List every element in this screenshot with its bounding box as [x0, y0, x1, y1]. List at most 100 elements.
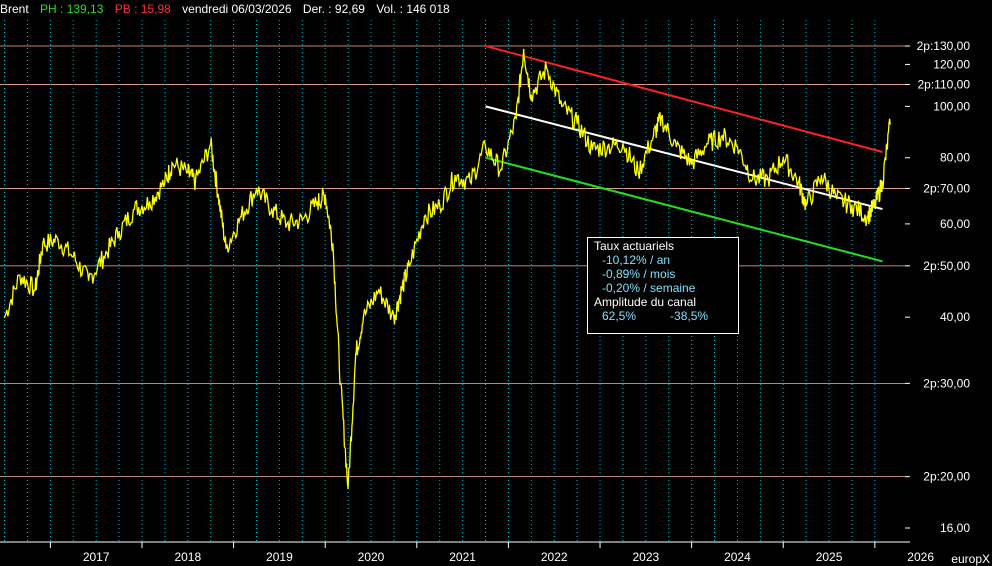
low-price: PB : 15,98 [114, 2, 171, 16]
price-point [324, 194, 327, 196]
price-point [103, 256, 105, 258]
price-point [706, 142, 708, 145]
price-point [851, 204, 853, 207]
price-point [171, 162, 174, 165]
legend-amplitude-title: Amplitude du canal [594, 295, 697, 309]
price-point [675, 145, 678, 148]
x-tick-label: 2026 [907, 550, 934, 564]
instrument-name: Brent [0, 2, 29, 16]
x-tick-label: 2017 [83, 550, 110, 564]
channel-middle-line [485, 105, 883, 211]
price-point [889, 123, 891, 125]
price-point [637, 171, 639, 174]
price-point [736, 145, 739, 148]
price-point [3, 316, 6, 318]
price-point [820, 174, 823, 177]
x-tick-label: 2019 [266, 550, 293, 564]
channel-bottom-line [485, 156, 883, 263]
y-tick-label: 2p:110,00 [918, 77, 971, 91]
price-point [767, 177, 769, 180]
y-tick-label: 120,00 [933, 57, 970, 71]
price-point [484, 145, 487, 148]
last-price: Der. : 92,69 [302, 2, 365, 16]
price-point [225, 247, 227, 249]
price-point [194, 181, 197, 183]
y-tick-label: 2p:30,00 [923, 376, 970, 390]
price-point [19, 274, 21, 277]
y-tick-label: 16,00 [940, 521, 970, 535]
y-tick-label: 2p:50,00 [923, 259, 970, 273]
y-tick-label: 2p:70,00 [923, 181, 970, 195]
price-line [3, 49, 891, 489]
price-point [133, 208, 136, 210]
price-point [522, 48, 525, 51]
y-tick-label: 2p:20,00 [923, 470, 970, 484]
x-tick-label: 2024 [724, 550, 751, 564]
price-point [408, 265, 410, 267]
price-point [530, 94, 533, 96]
price-point [286, 223, 288, 225]
price-point [782, 156, 785, 159]
price-point [499, 168, 502, 171]
price-point [469, 181, 472, 183]
price-point [866, 215, 869, 218]
price-point [377, 289, 380, 291]
legend-rate-month: -0,89% / mois [602, 267, 676, 281]
channel-legend: Taux actuariels -10,12% / an -0,89% / mo… [587, 237, 739, 334]
price-point [339, 382, 342, 385]
price-point [301, 219, 304, 221]
price-point [423, 215, 426, 218]
price-point [186, 171, 189, 174]
legend-rate-year: -10,12% / an [602, 253, 671, 267]
price-point [87, 279, 90, 281]
price-point [576, 122, 578, 124]
price-point [118, 230, 120, 233]
legend-rate-week: -0,20% / semaine [602, 281, 696, 295]
legend-amp-down: -38,5% [670, 309, 709, 323]
price-point [690, 162, 693, 165]
price-point [561, 105, 563, 108]
price-point [438, 204, 441, 207]
y-tick-label: 100,00 [933, 99, 970, 113]
price-point [34, 289, 36, 291]
price-point [270, 208, 273, 210]
high-price: PH : 139,13 [40, 2, 104, 16]
price-point [41, 243, 44, 245]
legend-title: Taux actuariels [594, 239, 675, 253]
price-point [622, 142, 624, 145]
price-point [515, 117, 517, 119]
price-point [874, 204, 876, 207]
price-point [255, 187, 258, 190]
price-point [347, 487, 349, 490]
y-tick-label: 40,00 [940, 310, 970, 324]
price-point [57, 238, 59, 241]
price-point [881, 181, 884, 183]
price-point [545, 67, 548, 70]
price-point [332, 243, 334, 245]
x-tick-label: 2021 [449, 550, 476, 564]
price-point [240, 215, 243, 218]
x-tick-label: 2023 [632, 550, 659, 564]
price-point [606, 145, 609, 148]
x-tick-label: 2018 [174, 550, 201, 564]
channel-top-line [485, 45, 883, 153]
price-point [591, 148, 594, 151]
price-point [217, 194, 220, 196]
volume: Vol. : 146 018 [376, 2, 450, 16]
price-point [721, 134, 723, 137]
price-point [751, 177, 754, 180]
price-point [148, 201, 151, 203]
y-tick-label: 60,00 [940, 217, 970, 231]
price-point [164, 181, 166, 183]
header-bar: Brent PH : 139,13 PB : 15,98 vendredi 06… [0, 0, 458, 18]
y-tick-label: 2p:130,00 [917, 39, 971, 53]
price-point [316, 201, 319, 203]
x-tick-label: 2020 [358, 550, 385, 564]
price-point [454, 174, 456, 177]
y-tick-label: 80,00 [940, 151, 970, 165]
price-point [209, 142, 212, 145]
x-tick-label: 2025 [816, 550, 843, 564]
price-point [354, 353, 357, 356]
price-point [400, 289, 403, 291]
